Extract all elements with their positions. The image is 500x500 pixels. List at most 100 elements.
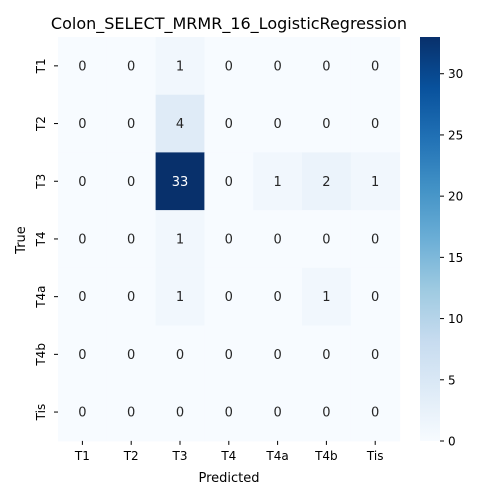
heatmap-cell	[350, 325, 401, 384]
heatmap-cell	[302, 152, 352, 211]
cell-value-label: 0	[176, 406, 184, 421]
cell-value-label: 0	[127, 59, 135, 74]
heatmap-cell	[302, 267, 352, 326]
heatmap-cell	[350, 383, 401, 442]
colorbar-tick-label: 15	[448, 251, 463, 265]
cell-value-label: 0	[78, 59, 86, 74]
colorbar-tick-label: 5	[448, 373, 456, 387]
cell-value-label: 0	[225, 348, 233, 363]
cell-value-label: 0	[225, 117, 233, 132]
cell-value-label: 0	[127, 232, 135, 247]
cell-value-label: 1	[176, 232, 184, 247]
y-tick-label: T4	[34, 231, 48, 247]
cell-value-label: 0	[78, 175, 86, 190]
heatmap-cell	[58, 94, 108, 153]
cell-value-label: 0	[273, 232, 281, 247]
cell-value-label: 0	[322, 232, 330, 247]
heatmap-cell	[204, 94, 254, 153]
colorbar-tick-label: 10	[448, 312, 463, 326]
y-axis-label: True	[14, 226, 29, 255]
cell-value-label: 4	[176, 117, 184, 132]
heatmap-cell	[204, 37, 254, 96]
heatmap-cell	[58, 210, 108, 269]
heatmap-cell	[155, 383, 205, 442]
y-tick-label: T4a	[34, 285, 48, 308]
cell-value-label: 1	[322, 290, 330, 305]
heatmap-cell	[350, 37, 401, 96]
x-tick-label: Tis	[366, 449, 384, 463]
heatmap-cell	[204, 210, 254, 269]
x-tick-label: T2	[123, 449, 139, 463]
cell-value-label: 1	[273, 175, 281, 190]
cell-value-label: 0	[371, 59, 379, 74]
heatmap-cell	[58, 152, 108, 211]
heatmap-cell	[302, 383, 352, 442]
cell-value-label: 0	[127, 406, 135, 421]
heatmap-cell	[58, 37, 108, 96]
cell-value-label: 0	[127, 348, 135, 363]
x-tick-label: T1	[74, 449, 90, 463]
heatmap-cell	[302, 325, 352, 384]
heatmap-cell	[58, 267, 108, 326]
x-axis-label: Predicted	[198, 471, 259, 486]
heatmap-cell	[253, 94, 303, 153]
heatmap-cell	[155, 37, 205, 96]
heatmap-cell	[253, 152, 303, 211]
y-tick-label: T1	[34, 58, 48, 74]
heatmap-cell	[106, 267, 157, 326]
cell-value-label: 0	[322, 406, 330, 421]
cell-value-label: 0	[371, 117, 379, 132]
heatmap-cell	[204, 325, 254, 384]
heatmap-cell	[204, 267, 254, 326]
y-axis-ticks: T1 T2 T3 T4 T4a T4b Tis	[34, 58, 58, 421]
colorbar-tick-label: 25	[448, 128, 463, 142]
heatmap-cell	[253, 267, 303, 326]
heatmap-cell	[106, 210, 157, 269]
heatmap-cell	[204, 383, 254, 442]
x-axis-ticks: T1 T2 T3 T4 T4a T4b Tis	[74, 440, 384, 463]
heatmap-cell	[58, 383, 108, 442]
heatmap-cell	[155, 325, 205, 384]
x-tick-label: T4b	[314, 449, 338, 463]
cell-value-label: 0	[273, 406, 281, 421]
heatmap-cell	[350, 267, 401, 326]
cell-value-label: 0	[322, 348, 330, 363]
heatmap-cell	[155, 152, 205, 211]
cell-value-label: 0	[225, 290, 233, 305]
heatmap-cell	[350, 152, 401, 211]
cell-value-label: 0	[322, 117, 330, 132]
heatmap-cell	[253, 383, 303, 442]
heatmap-cell	[58, 325, 108, 384]
cell-value-label: 1	[371, 175, 379, 190]
cell-value-label: 33	[172, 175, 189, 190]
heatmap-cell	[106, 152, 157, 211]
y-tick-label: Tis	[34, 404, 48, 422]
cell-value-label: 0	[78, 232, 86, 247]
chart-title: Colon_SELECT_MRMR_16_LogisticRegression	[51, 14, 407, 34]
cell-value-label: 0	[322, 59, 330, 74]
cell-value-label: 0	[225, 59, 233, 74]
colorbar-tick-label: 30	[448, 67, 463, 81]
cell-value-label: 0	[371, 406, 379, 421]
cell-value-label: 0	[225, 175, 233, 190]
cell-value-label: 2	[322, 175, 330, 190]
heatmap-cell	[155, 267, 205, 326]
heatmap-cell	[204, 152, 254, 211]
heatmap-cell	[302, 37, 352, 96]
cell-value-label: 0	[78, 348, 86, 363]
heatmap-cell	[155, 94, 205, 153]
heatmap-cell	[106, 94, 157, 153]
heatmap-cells	[58, 37, 401, 442]
colorbar-tick-label: 20	[448, 190, 463, 204]
cell-value-label: 0	[273, 290, 281, 305]
cell-value-label: 0	[225, 406, 233, 421]
cell-value-label: 0	[225, 232, 233, 247]
cell-value-label: 0	[127, 290, 135, 305]
cell-value-label: 0	[176, 348, 184, 363]
cell-value-label: 0	[273, 117, 281, 132]
heatmap-cell	[350, 94, 401, 153]
heatmap-cell-labels: 0 0 1 0 0 0 0 0 0 4 0 0 0 0 0 0 33 0 1 2 1 0 0 1 0 0 0 0 0 0 1 0 0 1 0 0 0 0 0…	[78, 59, 379, 420]
y-tick-label: T3	[34, 174, 48, 190]
cell-value-label: 0	[127, 117, 135, 132]
colorbar	[420, 37, 440, 441]
